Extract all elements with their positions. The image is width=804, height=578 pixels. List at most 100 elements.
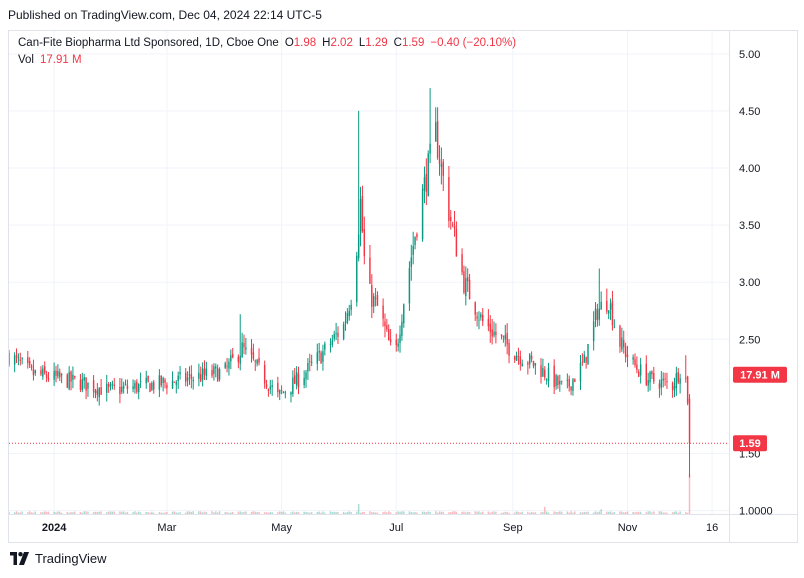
candle-body <box>403 304 405 324</box>
candle-body <box>361 196 364 232</box>
candle-body <box>297 373 300 388</box>
candle-body <box>653 373 655 382</box>
candle-body <box>280 390 283 392</box>
volume-bar <box>677 512 679 514</box>
volume-bar <box>666 512 668 514</box>
candle-body <box>371 284 373 307</box>
volume-bar <box>190 511 193 514</box>
candle-body <box>639 364 642 376</box>
volume-bar <box>331 512 334 514</box>
y-tick-label: 3.50 <box>739 220 760 232</box>
volume-bar <box>177 512 179 514</box>
volume-bar <box>482 511 484 514</box>
candle-body <box>435 122 437 142</box>
volume-bar <box>474 511 476 514</box>
volume-bar <box>450 512 452 514</box>
legend-close-label: C <box>393 37 402 49</box>
candle-body <box>337 332 339 337</box>
volume-bar <box>438 511 441 514</box>
candle-body <box>455 228 458 257</box>
volume-bar <box>435 511 437 514</box>
candle-body <box>79 379 82 390</box>
y-tick-label: 4.00 <box>739 163 760 175</box>
volume-bar <box>231 511 234 514</box>
volume-bar <box>664 512 666 514</box>
volume-bar <box>493 511 495 514</box>
volume-bar <box>47 511 50 514</box>
candle-body <box>137 383 140 393</box>
candle-body <box>134 382 136 389</box>
candle-body <box>517 356 520 357</box>
volume-bar <box>256 512 258 514</box>
candle-body <box>530 355 533 360</box>
volume-bar <box>632 511 634 514</box>
volume-bar <box>476 511 478 514</box>
candle-body <box>568 378 570 387</box>
volume-bar <box>254 511 256 514</box>
candle-body <box>438 159 441 164</box>
candle-body <box>508 342 510 356</box>
candle-body <box>594 308 597 320</box>
candle-body <box>228 361 230 369</box>
candle-body <box>342 324 345 340</box>
volume-bar <box>429 511 431 514</box>
candle-body <box>145 377 147 384</box>
candle-body <box>660 379 663 388</box>
candle-body <box>205 368 208 376</box>
candle-body <box>179 372 181 375</box>
volume-bar <box>295 511 298 514</box>
candle-body <box>203 368 206 375</box>
volume-bar <box>346 512 349 514</box>
volume-bar <box>448 512 450 514</box>
volume-bar <box>147 512 149 514</box>
legend-low-value: 1.29 <box>365 37 388 49</box>
candle-body <box>188 374 191 376</box>
volume-bar <box>305 511 307 514</box>
volume-bar <box>688 474 691 514</box>
candle-body <box>357 234 360 259</box>
volume-bar <box>179 512 181 514</box>
candle-body <box>645 363 648 385</box>
volume-bar <box>376 512 379 514</box>
legend-vol-label: Vol <box>18 54 34 66</box>
volume-label-badge <box>733 366 787 383</box>
volume-bar <box>32 512 35 514</box>
candle-body <box>59 371 61 378</box>
legend-close-value: 1.59 <box>401 37 425 49</box>
volume-bar <box>636 511 638 514</box>
volume-bar <box>361 512 364 514</box>
volume-bar <box>653 511 655 514</box>
candle-body <box>356 255 358 303</box>
volume-bar <box>530 511 533 514</box>
candle-body <box>324 343 326 350</box>
volume-bar <box>237 511 240 514</box>
volume-bar <box>40 512 42 514</box>
volume-bar <box>372 512 375 514</box>
legend-symbol[interactable]: Can-Fite Biopharma Ltd Sponsored, 1D, Cb… <box>18 37 279 49</box>
volume-bar <box>613 512 616 514</box>
candle-body <box>545 379 548 381</box>
candle-body <box>162 378 164 383</box>
volume-bar <box>662 512 664 514</box>
candle-body <box>72 374 74 380</box>
volume-bar <box>9 511 10 514</box>
y-tick-label: 2.50 <box>739 334 760 346</box>
volume-bar <box>495 511 497 514</box>
volume-bar <box>337 512 339 514</box>
candle-body <box>427 153 429 196</box>
y-tick-label: 3.00 <box>739 277 760 289</box>
chart-frame <box>8 30 798 543</box>
volume-bar <box>271 512 273 514</box>
candle-body <box>333 334 335 339</box>
candle-body <box>329 343 332 345</box>
tradingview-brand[interactable]: TradingView <box>10 551 107 566</box>
candle-body <box>386 325 388 330</box>
volume-bar <box>98 511 100 514</box>
price-chart[interactable]: 5.00 4.50 4.00 3.50 3.00 2.50 1.50 1.0000 2024 Ma… <box>9 31 797 542</box>
candle-body <box>55 370 57 376</box>
volume-bar <box>45 511 48 514</box>
volume-bar <box>468 512 471 514</box>
volume-bar <box>671 512 674 514</box>
volume-bar <box>356 511 358 514</box>
candle-body <box>310 361 313 363</box>
